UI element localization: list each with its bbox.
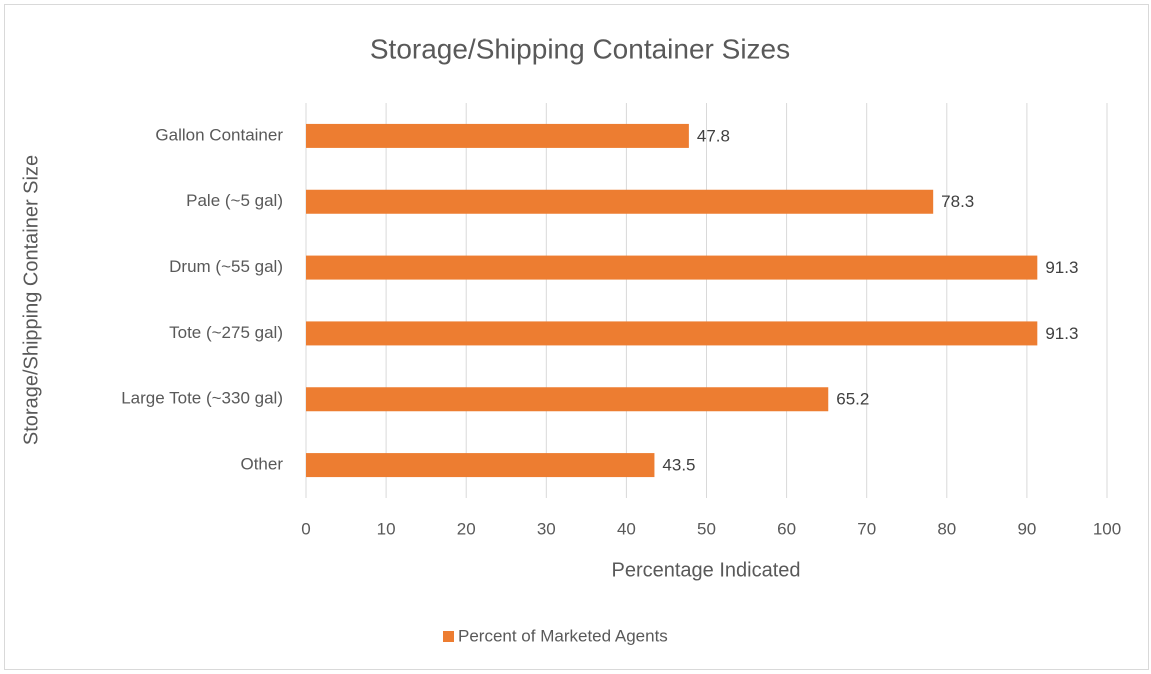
x-tick-label: 20 [457, 519, 476, 538]
bar [306, 255, 1038, 280]
y-tick-label: Pale (~5 gal) [186, 191, 283, 210]
x-tick-label: 60 [777, 519, 796, 538]
bar [306, 453, 655, 478]
x-tick-label: 30 [537, 519, 556, 538]
y-tick-label: Tote (~275 gal) [169, 323, 283, 342]
bar [306, 123, 689, 148]
bar [306, 387, 829, 412]
data-label: 43.5 [662, 456, 695, 475]
bar [306, 189, 934, 214]
data-label: 65.2 [836, 390, 869, 409]
x-tick-label: 100 [1093, 519, 1121, 538]
legend-label: Percent of Marketed Agents [458, 626, 668, 645]
y-tick-label: Other [240, 455, 283, 474]
data-label: 91.3 [1045, 324, 1078, 343]
chart-title: Storage/Shipping Container Sizes [370, 33, 790, 64]
x-tick-label: 10 [377, 519, 396, 538]
x-tick-label: 40 [617, 519, 636, 538]
x-tick-label: 70 [857, 519, 876, 538]
x-tick-label: 90 [1017, 519, 1036, 538]
y-axis-title: Storage/Shipping Container Size [20, 155, 42, 445]
legend-swatch [443, 631, 454, 642]
bar [306, 321, 1038, 346]
x-tick-label: 80 [937, 519, 956, 538]
y-tick-label: Gallon Container [155, 125, 283, 144]
data-label: 47.8 [697, 126, 730, 145]
data-label: 78.3 [941, 192, 974, 211]
x-axis-title: Percentage Indicated [611, 559, 800, 581]
y-tick-label: Drum (~55 gal) [169, 257, 283, 276]
y-tick-label: Large Tote (~330 gal) [121, 389, 283, 408]
x-tick-label: 0 [301, 519, 310, 538]
x-tick-label: 50 [697, 519, 716, 538]
data-label: 91.3 [1045, 258, 1078, 277]
